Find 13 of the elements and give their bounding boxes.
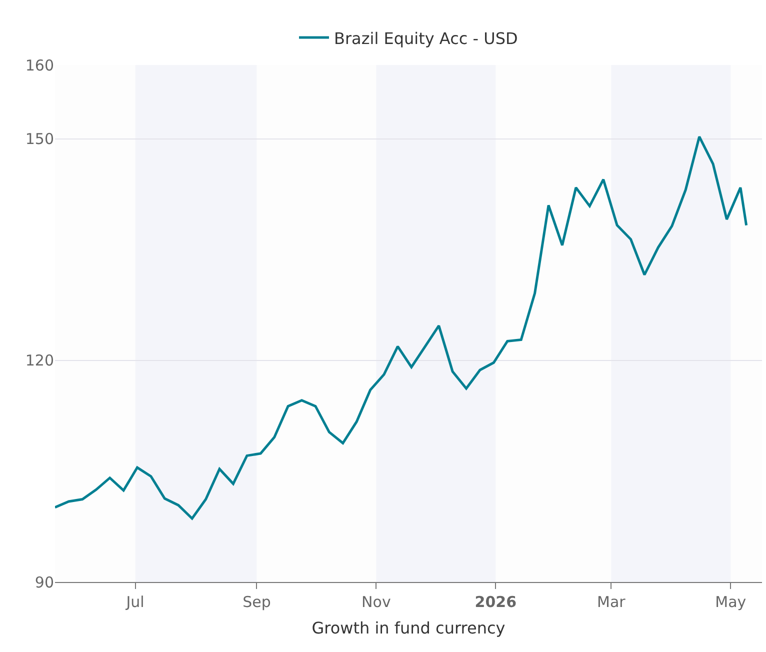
y-tick-label: 90 xyxy=(34,573,54,592)
x-tick-label: 2026 xyxy=(474,593,517,611)
x-tick-label: Jul xyxy=(125,593,144,611)
x-axis-title: Growth in fund currency xyxy=(312,618,506,638)
x-tick-label: Mar xyxy=(597,593,626,611)
y-tick-label: 150 xyxy=(25,130,54,148)
y-tick-label: 120 xyxy=(25,352,54,370)
x-tick-label: Sep xyxy=(242,593,271,611)
x-tick-label: Nov xyxy=(362,593,391,611)
x-tick-label: May xyxy=(715,593,746,611)
y-tick-label: 160 xyxy=(25,56,54,74)
legend-label: Brazil Equity Acc - USD xyxy=(334,28,518,48)
line-series xyxy=(55,135,748,520)
